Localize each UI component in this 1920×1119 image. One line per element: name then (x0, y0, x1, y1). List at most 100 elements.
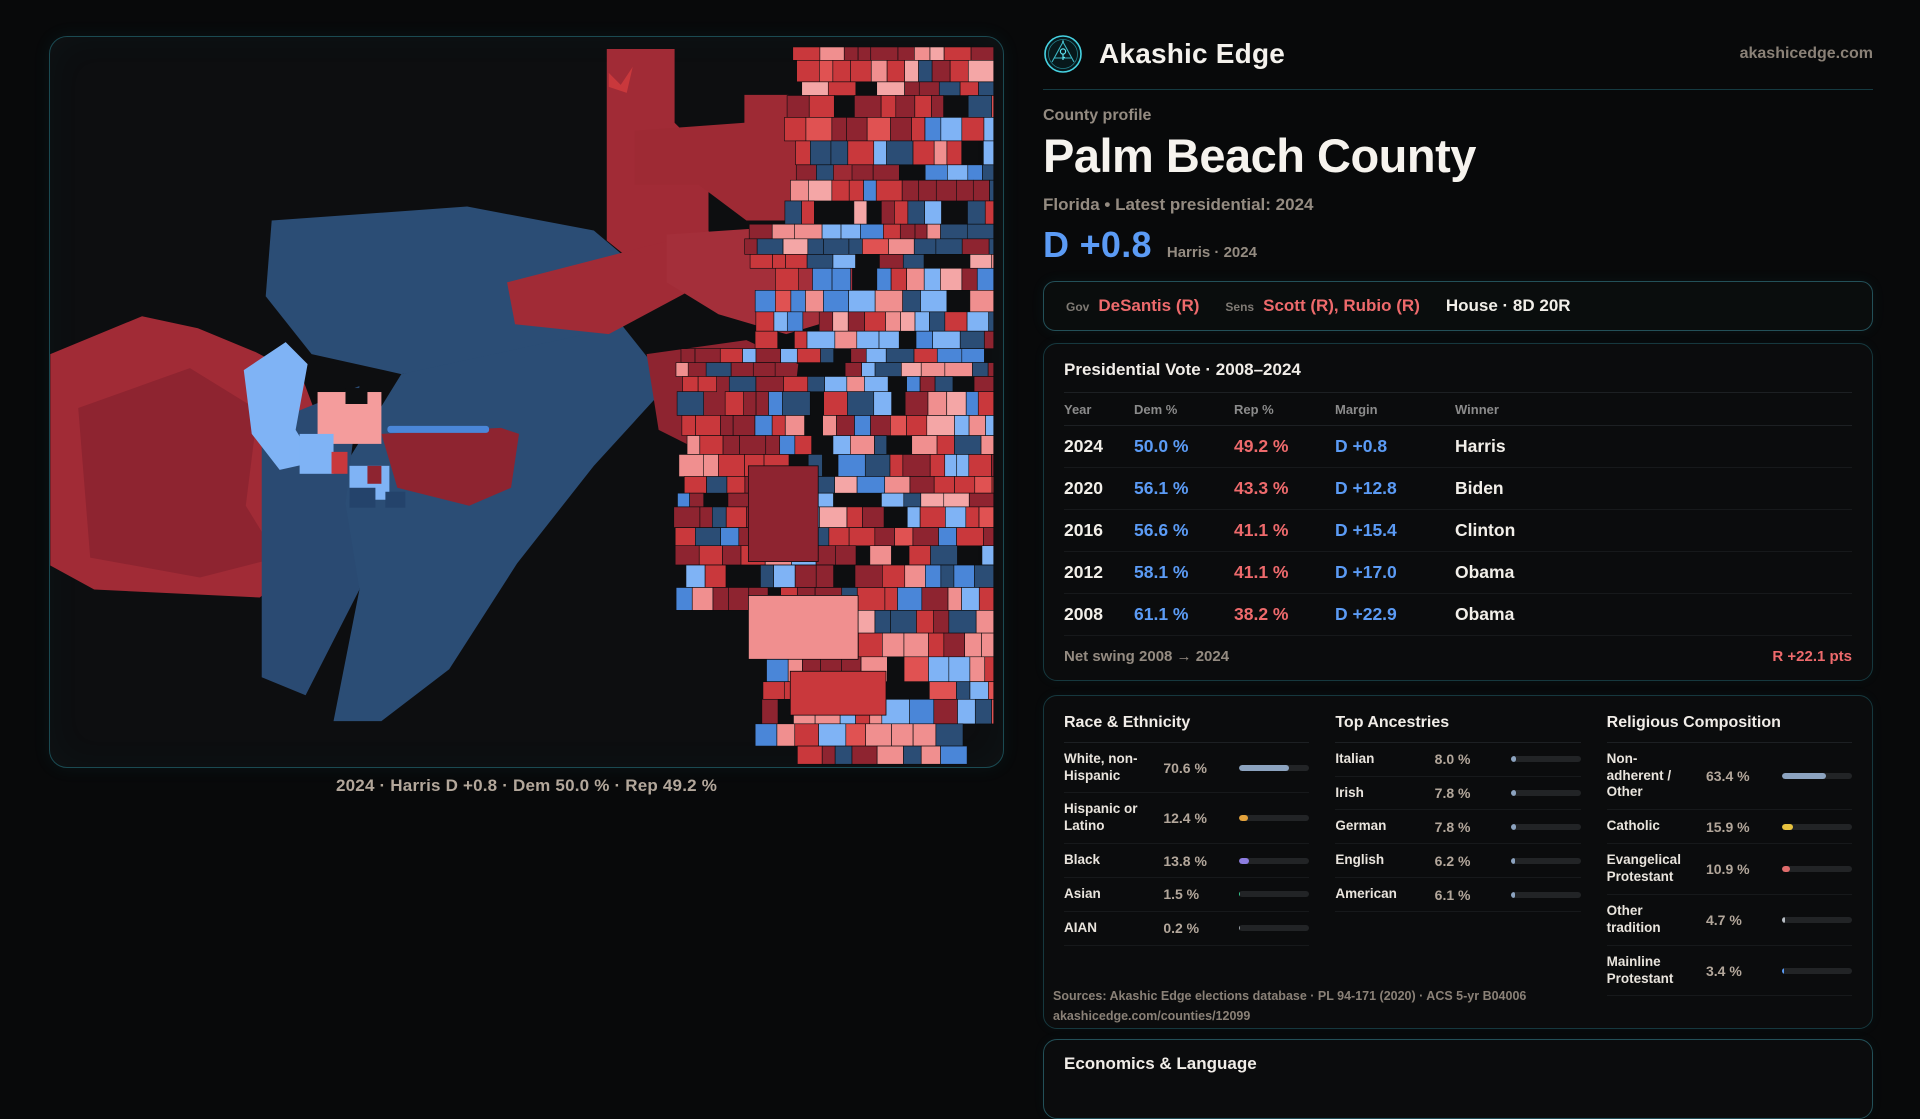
cell-margin: D +0.8 (1335, 435, 1388, 456)
stat-row: Non-adherent / Other 63.4 % (1606, 743, 1852, 811)
cell-rep: 49.2 % (1234, 435, 1289, 456)
cell-rep: 38.2 % (1234, 603, 1289, 624)
stat-label: Mainline Protestant (1606, 953, 1674, 986)
stat-value: 6.1 % (1434, 886, 1471, 903)
demographics-panel: Race & Ethnicity White, non-Hispanic 70.… (1043, 694, 1873, 1029)
stat-row: Hispanic or Latino 12.4 % (1064, 793, 1310, 845)
stat-label: Irish (1335, 784, 1364, 800)
stat-row: Evangelical Protestant 10.9 % (1606, 844, 1852, 895)
stat-row: Catholic 15.9 % (1606, 810, 1852, 845)
stat-bar (1781, 866, 1852, 872)
cell-margin: D +15.4 (1335, 519, 1397, 540)
stat-value: 1.5 % (1163, 886, 1200, 903)
stat-value: 3.4 % (1705, 962, 1742, 979)
cell-year: 2012 (1064, 561, 1103, 582)
race-column: Race & Ethnicity White, non-Hispanic 70.… (1064, 714, 1310, 997)
stat-label: English (1335, 852, 1385, 868)
sources-line: Sources: Akashic Edge elections database… (1053, 988, 1527, 1003)
stat-bar (1510, 789, 1581, 796)
county-kicker: County profile (1043, 107, 1152, 124)
brand-logo-icon[interactable] (1043, 34, 1083, 74)
ancestries-column: Top Ancestries Italian 8.0 % Irish 7.8 %… (1335, 714, 1581, 997)
panel-divider (1064, 391, 1852, 393)
net-swing-label: Net swing 2008 → 2024 (1064, 647, 1230, 665)
stat-value: 10.9 % (1705, 861, 1750, 877)
sources-footer: Sources: Akashic Edge elections database… (1053, 986, 1526, 1026)
stat-bar (1239, 857, 1310, 864)
map-caption: 2024 · Harris D +0.8 · Dem 50.0 % · Rep … (335, 776, 718, 795)
cell-winner: Harris (1455, 435, 1506, 456)
stat-bar (1781, 823, 1852, 830)
stat-value: 70.6 % (1163, 759, 1207, 776)
col-rep: Rep % (1234, 401, 1274, 417)
stat-row: White, non-Hispanic 70.6 % (1064, 743, 1310, 794)
stat-value: 7.8 % (1434, 784, 1471, 801)
col-winner: Winner (1455, 401, 1499, 417)
gov-value: DeSantis (R) (1098, 295, 1200, 315)
cell-dem: 50.0 % (1134, 435, 1189, 456)
stat-label: Other tradition (1606, 902, 1661, 935)
race-title: Race & Ethnicity (1064, 714, 1310, 743)
stat-value: 13.8 % (1163, 852, 1207, 869)
officials-bar: Gov DeSantis (R) Sens Scott (R), Rubio (… (1043, 280, 1873, 331)
stat-bar (1239, 815, 1310, 822)
cell-year: 2008 (1064, 603, 1103, 624)
cell-dem: 56.6 % (1134, 519, 1189, 540)
religion-column: Religious Composition Non-adherent / Oth… (1606, 714, 1852, 997)
col-dem: Dem % (1134, 401, 1178, 417)
stat-label: Catholic (1606, 818, 1660, 834)
site-domain-link[interactable]: akashicedge.com (1739, 45, 1873, 62)
cell-rep: 43.3 % (1234, 477, 1289, 498)
stat-row: German 7.8 % (1335, 810, 1581, 845)
cell-dem: 56.1 % (1134, 477, 1189, 498)
stat-value: 7.8 % (1434, 818, 1471, 835)
stat-row: Mainline Protestant 3.4 % (1606, 946, 1852, 997)
stat-value: 0.2 % (1163, 920, 1200, 937)
headline-context: Harris · 2024 (1166, 243, 1257, 261)
governor-group: Gov DeSantis (R) (1066, 296, 1199, 316)
stat-label: AIAN (1064, 919, 1097, 935)
stat-row: Irish 7.8 % (1335, 777, 1581, 811)
stat-bar (1239, 764, 1310, 771)
stat-bar (1510, 891, 1581, 898)
precinct-map[interactable] (50, 37, 1003, 767)
stat-row: English 6.2 % (1335, 844, 1581, 879)
stat-row: American 6.1 % (1335, 878, 1581, 912)
sources-url-link[interactable]: akashicedge.com/counties/12099 (1053, 1008, 1251, 1023)
cell-winner: Biden (1455, 477, 1504, 498)
headline-margin-row: D +0.8 Harris · 2024 (1043, 224, 1873, 266)
headline-margin: D +0.8 (1043, 223, 1152, 265)
cell-rep: 41.1 % (1234, 519, 1289, 540)
stat-label: American (1335, 886, 1397, 902)
stat-value: 12.4 % (1163, 810, 1207, 827)
demographics-grid: Race & Ethnicity White, non-Hispanic 70.… (1064, 714, 1852, 997)
stat-value: 63.4 % (1705, 767, 1750, 784)
religion-title: Religious Composition (1606, 714, 1852, 743)
cell-year: 2024 (1064, 435, 1103, 456)
stat-value: 6.2 % (1434, 852, 1471, 869)
cell-winner: Obama (1455, 561, 1515, 582)
net-swing-value: R +22.1 pts (1772, 647, 1852, 665)
ancestries-title: Top Ancestries (1335, 714, 1581, 743)
gov-label: Gov (1066, 299, 1090, 314)
stat-value: 8.0 % (1434, 751, 1471, 768)
cell-winner: Clinton (1455, 519, 1516, 540)
cell-year: 2016 (1064, 519, 1103, 540)
stat-label: White, non-Hispanic (1064, 750, 1138, 783)
cell-dem: 58.1 % (1134, 561, 1189, 582)
stat-row: Black 13.8 % (1064, 844, 1310, 878)
header-divider (1043, 89, 1873, 90)
stat-label: Italian (1335, 750, 1375, 766)
col-margin: Margin (1335, 401, 1378, 417)
stat-label: Black (1064, 852, 1101, 868)
net-swing-row: Net swing 2008 → 2024 R +22.1 pts (1064, 636, 1852, 677)
stat-bar (1510, 756, 1581, 763)
presidential-title: Presidential Vote · 2008–2024 (1064, 359, 1301, 379)
cell-margin: D +17.0 (1335, 561, 1397, 582)
cell-year: 2020 (1064, 477, 1103, 498)
brand-name[interactable]: Akashic Edge (1099, 38, 1286, 69)
sens-label: Sens (1225, 299, 1255, 314)
stat-label: Hispanic or Latino (1064, 801, 1138, 834)
economics-panel: Economics & Language (1043, 1038, 1873, 1119)
senators-group: Sens Scott (R), Rubio (R) (1225, 296, 1419, 316)
